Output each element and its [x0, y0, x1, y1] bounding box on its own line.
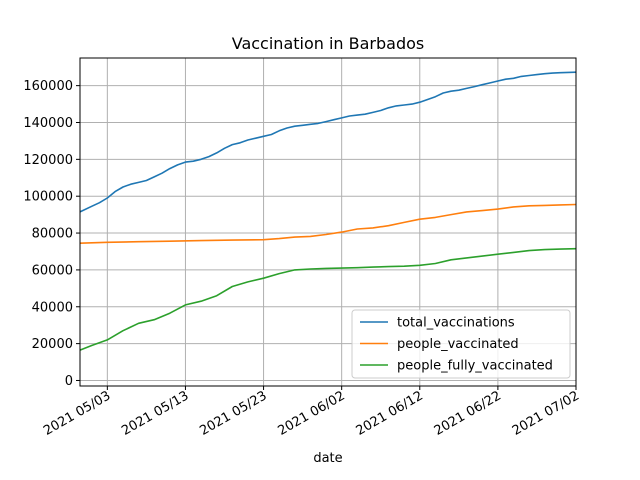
legend-label: people_fully_vaccinated	[397, 359, 553, 374]
y-tick-label: 140000	[23, 116, 73, 131]
legend-label: people_vaccinated	[397, 337, 519, 352]
y-tick-label: 120000	[23, 153, 73, 168]
legend: total_vaccinations people_vaccinatedpeopl…	[351, 309, 571, 379]
series-line-total-vaccinations	[79, 71, 577, 213]
y-axis: 0 20000 40000 60000 80000 100000 120000 140000 1…	[23, 79, 80, 389]
y-tick-label: 100000	[23, 190, 73, 205]
legend-box	[351, 309, 571, 379]
chart-title: Vaccination in Barbados	[232, 34, 425, 53]
plot-frame	[79, 57, 577, 387]
grid-lines	[80, 58, 577, 386]
series-line-people-vaccinated	[79, 203, 577, 244]
legend-label: total_vaccinations	[397, 316, 515, 331]
series-lines	[79, 71, 577, 351]
y-tick-label: 20000	[32, 337, 73, 352]
y-tick-label: 40000	[32, 300, 73, 315]
x-axis-label: date	[313, 451, 342, 466]
y-tick-label: 160000	[23, 79, 73, 94]
series-line-people-fully-vaccinated	[79, 247, 577, 351]
y-tick-label: 60000	[32, 263, 73, 278]
y-tick-label: 0	[65, 374, 73, 389]
y-tick-label: 80000	[32, 227, 73, 242]
